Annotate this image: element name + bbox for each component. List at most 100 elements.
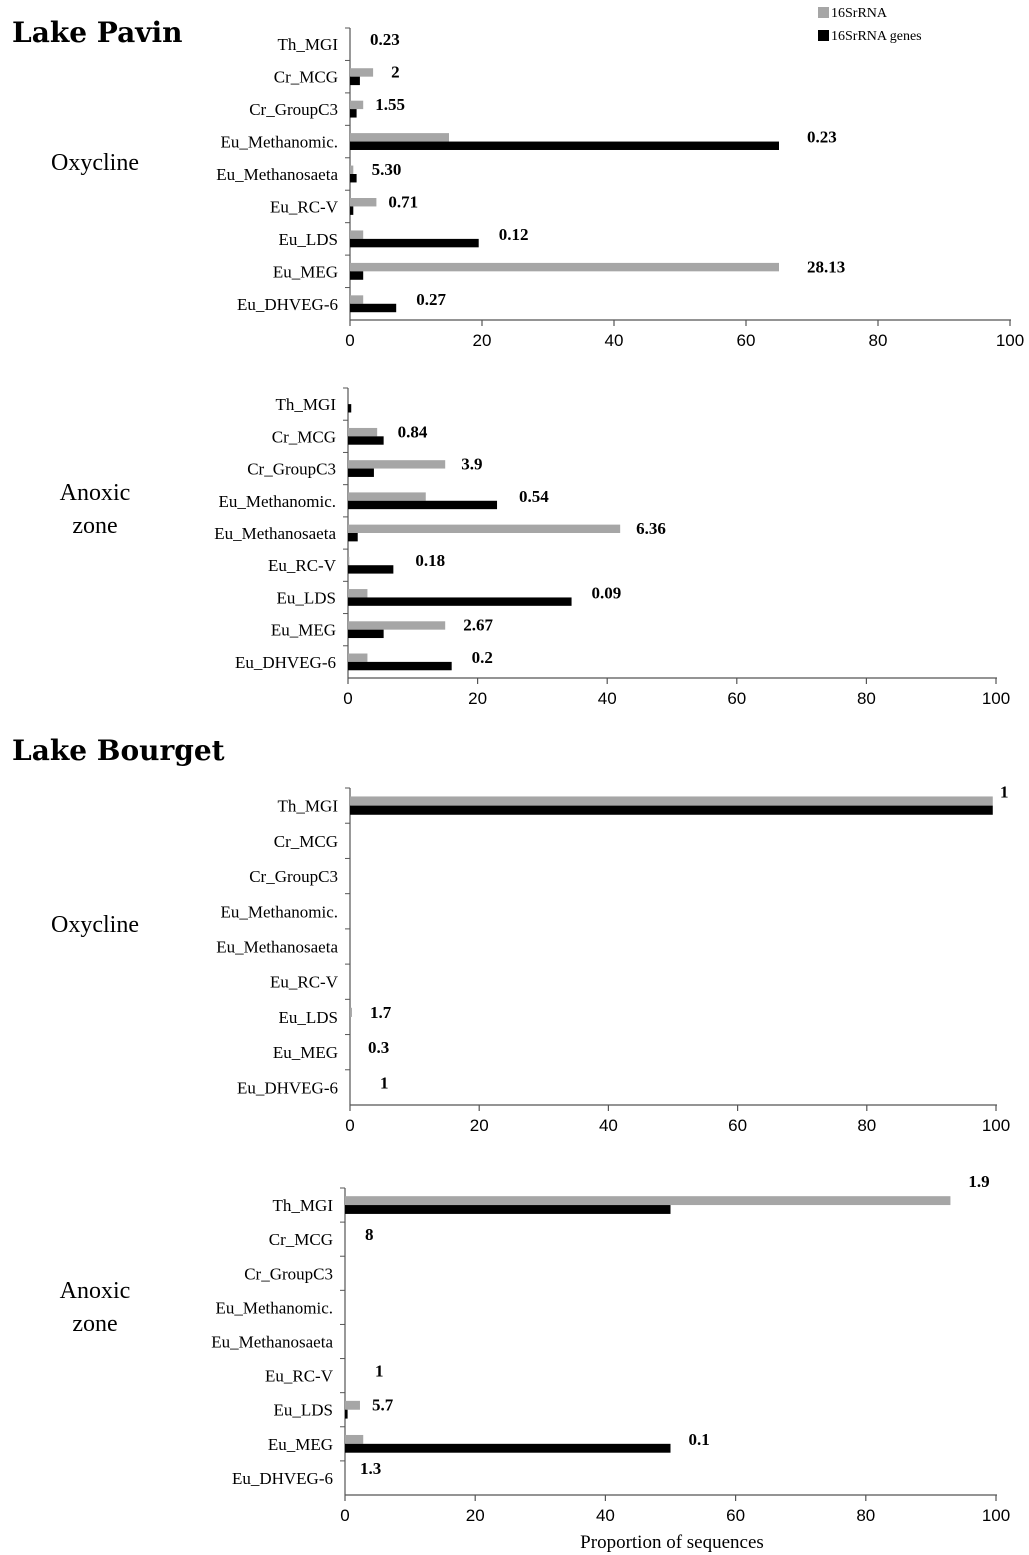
bar-16srrna-eu-meg <box>350 262 779 272</box>
x-axis-title: Proportion of sequences <box>580 1532 764 1553</box>
bar-16srrna-genes-eu-meg <box>345 1443 671 1453</box>
category-label-eu-meg: Eu_MEG <box>271 621 336 640</box>
zone-label-word: Oxycline <box>51 150 139 176</box>
x-tick-label: 40 <box>599 1116 618 1135</box>
panel-pavin-oxycline: Oxycline 0 20 40 60 80 100 Th_MGI 0.23 Cr_MCG 2 Cr_… <box>51 27 1024 350</box>
x-tick-label: 0 <box>345 331 354 350</box>
category-label-eu-dhveg-6: Eu_DHVEG-6 <box>235 653 336 672</box>
x-tick-label: 100 <box>982 689 1010 708</box>
x-tick-label: 40 <box>605 331 624 350</box>
zone-label-word: zone <box>72 1311 117 1337</box>
data-label-eu-lds: 1.7 <box>370 1003 392 1022</box>
category-label-eu-lds: Eu_LDS <box>274 1401 334 1420</box>
x-tick-label: 20 <box>466 1506 485 1525</box>
x-tick-label: 40 <box>596 1506 615 1525</box>
data-label-eu-methanomic: 0.23 <box>807 128 837 147</box>
zone-label-word: zone <box>72 513 117 539</box>
panel-bourget-anoxic-zone: Anoxic zone 0 20 40 60 80 100 Th_MGI 1.9 Cr_MCG 8 Cr… <box>60 1172 1011 1525</box>
data-label-eu-rc-v: 1 <box>375 1362 384 1381</box>
legend-swatch-16srrna-genes <box>818 30 829 41</box>
section-title-lake-bourget: Lake Bourget <box>12 734 225 767</box>
category-label-eu-dhveg-6: Eu_DHVEG-6 <box>237 1078 338 1097</box>
data-label-eu-lds: 5.7 <box>372 1396 394 1415</box>
bar-16srrna-eu-meg <box>345 1434 364 1444</box>
x-tick-label: 60 <box>728 1116 747 1135</box>
bar-16srrna-eu-meg <box>348 621 446 630</box>
x-tick-label: 80 <box>857 1116 876 1135</box>
category-label-cr-mcg: Cr_MCG <box>272 427 336 446</box>
data-label-eu-meg: 0.1 <box>689 1430 710 1449</box>
bar-16srrna-genes-eu-methanomic <box>348 500 498 510</box>
category-label-eu-rc-v: Eu_RC-V <box>268 556 337 575</box>
x-tick-label: 80 <box>857 689 876 708</box>
bar-16srrna-cr-groupc3 <box>350 100 364 110</box>
bar-16srrna-eu-methanosaeta <box>348 524 621 533</box>
category-label-eu-lds: Eu_LDS <box>279 230 339 249</box>
bar-16srrna-eu-lds <box>350 1007 352 1017</box>
data-label-eu-lds: 0.09 <box>592 583 622 602</box>
category-label-eu-lds: Eu_LDS <box>279 1008 339 1027</box>
data-label-eu-methanosaeta: 6.36 <box>636 519 666 538</box>
bar-16srrna-genes-eu-lds <box>345 1409 348 1419</box>
bar-16srrna-genes-th-mgi <box>350 805 993 815</box>
category-label-eu-methanosaeta: Eu_Methanosaeta <box>216 165 338 184</box>
legend-label-16srrna: 16SrRNA <box>831 6 888 21</box>
category-label-eu-methanomic: Eu_Methanomic. <box>220 902 338 921</box>
bar-16srrna-eu-methanomic <box>350 133 449 142</box>
bar-16srrna-th-mgi <box>350 796 993 806</box>
category-label-cr-mcg: Cr_MCG <box>274 68 338 87</box>
x-tick-label: 40 <box>598 689 617 708</box>
zone-label-word: Anoxic <box>60 1278 131 1304</box>
category-label-th-mgi: Th_MGI <box>276 395 337 414</box>
category-label-eu-rc-v: Eu_RC-V <box>265 1367 334 1386</box>
section-title-lake-pavin: Lake Pavin <box>12 16 183 49</box>
category-label-cr-mcg: Cr_MCG <box>269 1230 333 1249</box>
x-tick-label: 80 <box>869 331 888 350</box>
x-tick-label: 100 <box>996 331 1024 350</box>
bar-16srrna-cr-groupc3 <box>348 460 446 469</box>
legend-label-16srrna-genes: 16SrRNA genes <box>831 29 922 44</box>
zone-label-word: Anoxic <box>60 480 131 506</box>
category-label-eu-methanomic: Eu_Methanomic. <box>215 1298 333 1317</box>
bar-16srrna-eu-rc-v <box>348 556 350 566</box>
bar-16srrna-eu-rc-v <box>350 198 377 207</box>
bar-16srrna-eu-methanosaeta <box>350 165 354 174</box>
data-label-eu-dhveg-6: 1.3 <box>360 1459 381 1478</box>
bar-16srrna-eu-dhveg-6 <box>348 653 368 662</box>
category-label-eu-meg: Eu_MEG <box>273 1043 338 1062</box>
legend-swatch-16srrna <box>818 7 829 18</box>
panel-pavin-anoxic-zone: Anoxic zone 0 20 40 60 80 100 Th_MGI Cr_MCG 0.84 Cr… <box>60 387 1010 708</box>
x-tick-label: 20 <box>470 1116 489 1135</box>
bar-16srrna-genes-th-mgi <box>345 1205 671 1214</box>
bar-16srrna-genes-eu-methanosaeta <box>348 533 358 542</box>
data-label-cr-mcg: 8 <box>365 1225 374 1244</box>
x-tick-label: 20 <box>473 331 492 350</box>
bar-16srrna-genes-eu-methanosaeta <box>350 174 357 183</box>
x-tick-label: 100 <box>982 1506 1010 1525</box>
category-label-cr-groupc3: Cr_GroupC3 <box>244 1264 333 1283</box>
category-label-cr-mcg: Cr_MCG <box>274 832 338 851</box>
data-label-th-mgi: 1.9 <box>968 1172 989 1191</box>
category-label-cr-groupc3: Cr_GroupC3 <box>249 867 338 886</box>
bar-16srrna-genes-eu-dhveg-6 <box>348 661 452 671</box>
data-label-cr-mcg: 0.84 <box>398 422 428 441</box>
x-tick-label: 0 <box>345 1116 354 1135</box>
bar-16srrna-cr-mcg <box>348 427 378 437</box>
x-tick-label: 60 <box>727 689 746 708</box>
bar-16srrna-genes-cr-mcg <box>348 436 384 445</box>
data-label-eu-dhveg-6: 0.27 <box>416 290 446 309</box>
category-label-eu-meg: Eu_MEG <box>273 262 338 281</box>
data-label-th-mgi: 0.23 <box>370 30 400 49</box>
legend: 16SrRNA 16SrRNA genes <box>818 6 922 44</box>
bar-16srrna-eu-methanomic <box>348 492 426 501</box>
bar-16srrna-genes-eu-rc-v <box>350 206 354 215</box>
category-label-eu-dhveg-6: Eu_DHVEG-6 <box>237 295 338 314</box>
category-label-eu-methanosaeta: Eu_Methanosaeta <box>211 1333 333 1352</box>
data-label-eu-lds: 0.12 <box>499 225 529 244</box>
data-label-eu-dhveg-6: 1 <box>380 1073 389 1092</box>
panel-bourget-oxycline: Oxycline 0 20 40 60 80 100 Th_MGI 1 Cr_MCG Cr_Grou… <box>51 783 1010 1135</box>
x-tick-label: 60 <box>726 1506 745 1525</box>
category-label-eu-rc-v: Eu_RC-V <box>270 197 339 216</box>
bar-16srrna-eu-lds <box>350 230 364 239</box>
bar-16srrna-genes-cr-groupc3 <box>348 468 374 477</box>
